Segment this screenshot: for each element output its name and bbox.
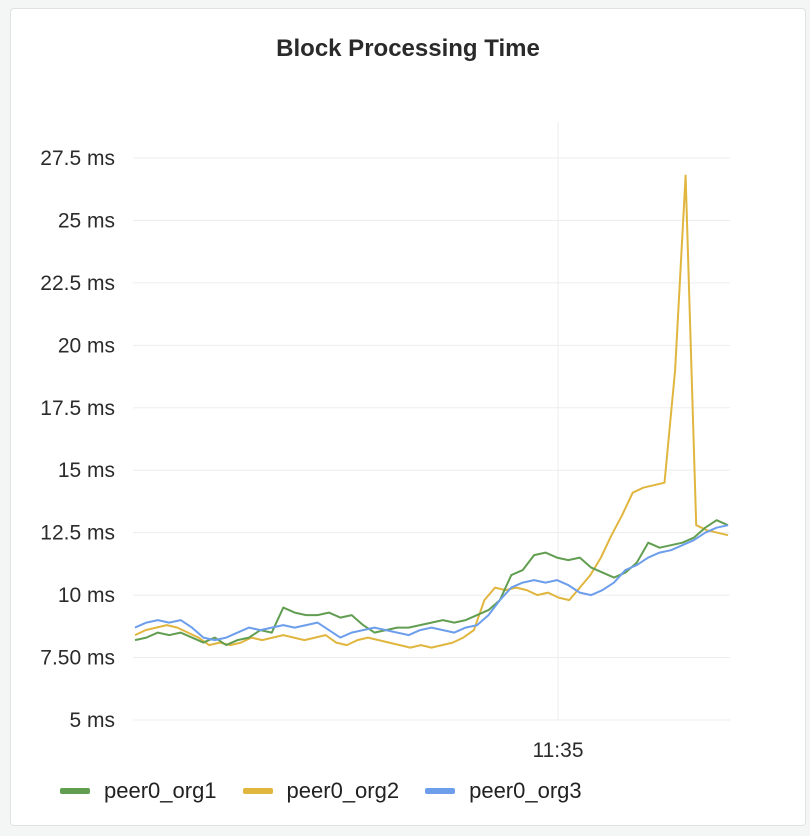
legend-swatch-peer0-org3 bbox=[425, 788, 456, 794]
y-tick-label: 5 ms bbox=[69, 709, 115, 732]
y-tick-label: 10 ms bbox=[58, 584, 115, 607]
legend: peer0_org1 peer0_org2 peer0_org3 bbox=[60, 778, 582, 804]
series-line-peer0-org2[interactable] bbox=[134, 174, 729, 649]
x-tick-label: 11:35 bbox=[533, 739, 584, 762]
y-tick-label: 12.5 ms bbox=[40, 522, 115, 545]
y-tick-label: 15 ms bbox=[58, 459, 115, 482]
legend-label: peer0_org2 bbox=[286, 778, 400, 803]
legend-item-peer0-org3[interactable]: peer0_org3 bbox=[425, 778, 582, 804]
y-tick-label: 20 ms bbox=[58, 334, 115, 357]
y-tick-label: 7.50 ms bbox=[40, 647, 115, 670]
legend-item-peer0-org1[interactable]: peer0_org1 bbox=[60, 778, 217, 804]
legend-swatch-peer0-org2 bbox=[242, 788, 273, 794]
legend-label: peer0_org1 bbox=[104, 778, 217, 803]
legend-swatch-peer0-org1 bbox=[60, 788, 90, 794]
y-tick-label: 25 ms bbox=[58, 209, 115, 232]
series-line-peer0-org1[interactable] bbox=[134, 519, 729, 647]
y-tick-label: 27.5 ms bbox=[40, 147, 115, 170]
y-tick-label: 22.5 ms bbox=[40, 272, 115, 295]
chart-title: Block Processing Time bbox=[276, 35, 540, 62]
legend-item-peer0-org2[interactable]: peer0_org2 bbox=[242, 778, 400, 804]
chart-panel: Block Processing Time bbox=[10, 8, 806, 826]
series-line-peer0-org3[interactable] bbox=[134, 524, 729, 642]
legend-label: peer0_org3 bbox=[469, 778, 582, 803]
y-tick-label: 17.5 ms bbox=[40, 397, 115, 420]
